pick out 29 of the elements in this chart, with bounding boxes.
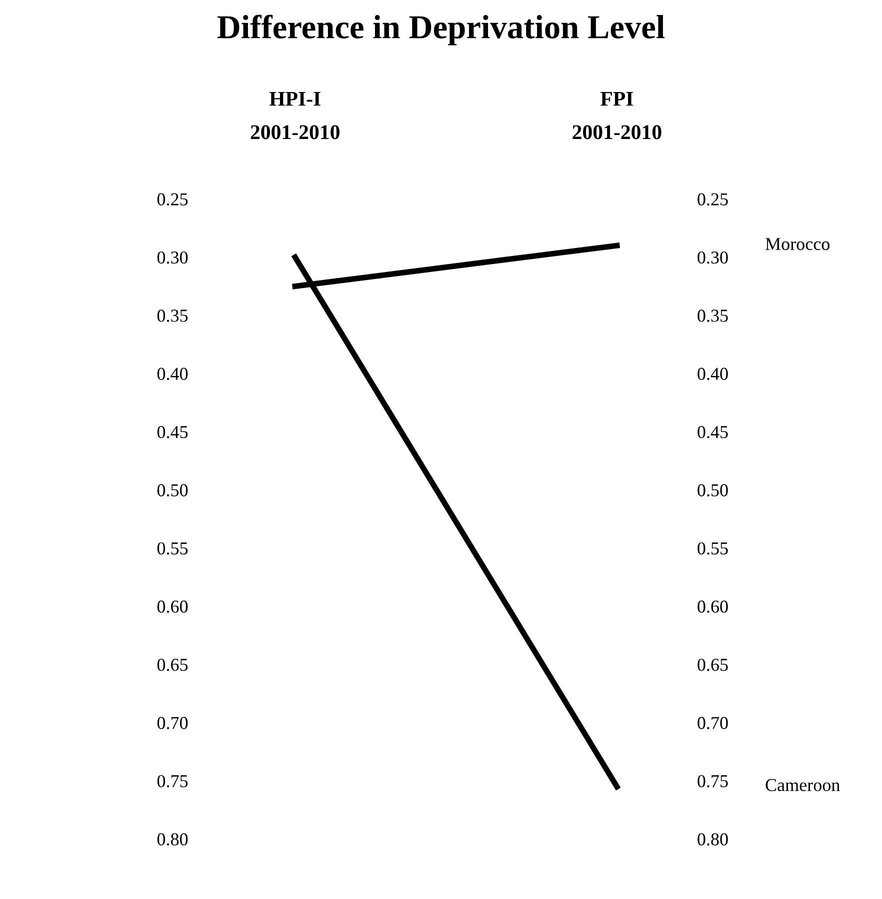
y2-tick-label: 0.45 [698,426,728,438]
y-tick-label: 0.40 [157,368,188,380]
y-tick-label: 0.35 [157,310,188,322]
y2-tick-label: 0.80 [698,833,728,846]
y-tick-label: 0.55 [157,542,188,555]
y-tick-label: 0.70 [157,716,188,730]
y2-tick-label: 0.30 [698,251,728,264]
y-tick-label: 0.50 [157,484,188,496]
x-tick-label: FPI 2001-2010 [572,92,662,140]
y-tick-label: 0.25 [157,193,188,206]
y2-tick-label: 0.40 [698,368,728,380]
y-tick-label: 0.30 [157,251,188,264]
y-tick-label: 0.75 [157,775,188,788]
y-tick-label: 0.45 [157,426,188,438]
chart-title: Difference in Deprivation Level [217,14,665,46]
y2-tick-label: 0.60 [698,600,728,613]
y-tick-label: 0.65 [157,658,188,671]
x-tick-label: HPI-I 2001-2010 [250,92,340,140]
text: Morocco [766,238,830,250]
y2-tick-label: 0.55 [698,542,728,555]
y-tick-label: 0.60 [157,600,188,613]
y2-tick-label: 0.25 [698,193,728,206]
y2-tick-label: 0.70 [698,716,728,730]
y2-tick-label: 0.65 [698,658,728,671]
y2-tick-label: 0.50 [698,484,728,496]
y2-tick-label: 0.75 [698,775,728,788]
y-tick-label: 0.80 [157,833,188,846]
y2-tick-label: 0.35 [698,310,728,322]
text: Cameroon [766,779,840,792]
